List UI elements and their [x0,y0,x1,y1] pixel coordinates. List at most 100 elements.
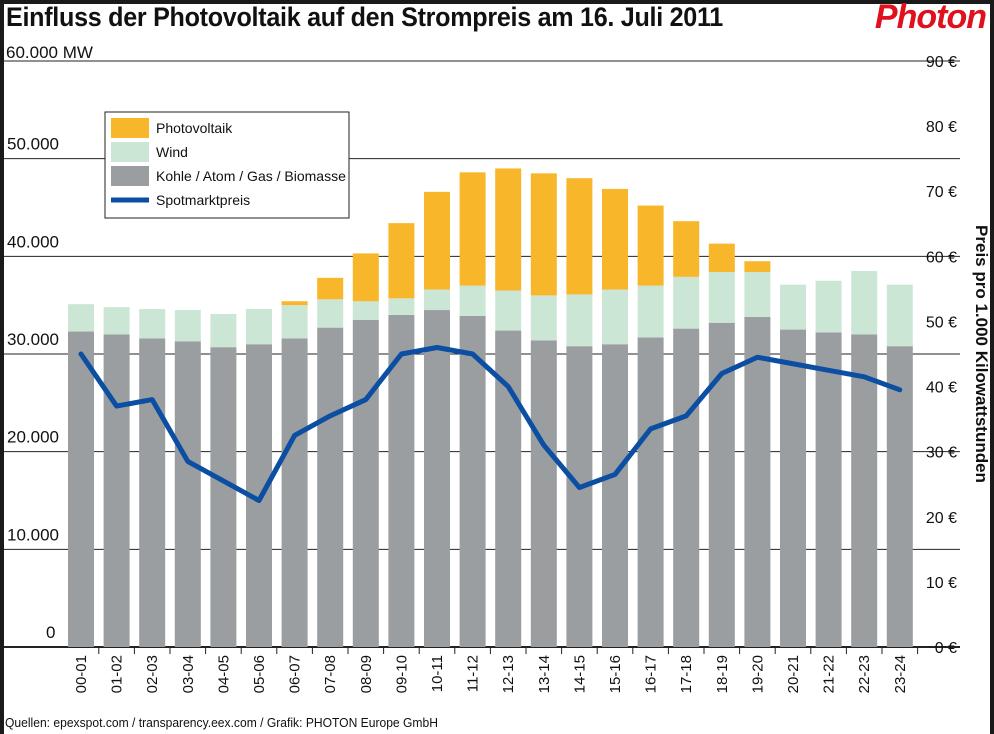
bar-wind [708,271,735,323]
bar-wind [851,270,878,335]
bar-wind [780,284,806,330]
legend-label: Photovoltaik [156,120,233,136]
bar-wind [886,284,913,347]
bar-wind [388,298,415,315]
bar-kohle [673,328,700,647]
x-tick-label: 06-07 [287,655,304,693]
right-tick-label: 20 € [926,510,957,527]
bar-photovoltaik [388,223,415,299]
bar-wind [744,271,771,317]
frame-right-border [990,0,994,734]
x-tick-label: 12-13 [500,655,517,693]
x-tick-label: 01-02 [109,655,126,693]
x-tick-label: 07-08 [322,655,339,693]
legend-label: Spotmarktpreis [156,192,250,208]
bar-kohle [566,346,593,647]
x-tick-label: 04-05 [215,655,232,693]
x-tick-label: 18-19 [714,655,731,693]
bar-kohle [744,316,771,647]
legend-label: Kohle / Atom / Gas / Biomasse [156,168,346,184]
right-tick-label: 70 € [926,184,957,201]
chart-title: Einfluss der Photovoltaik auf den Stromp… [6,2,723,32]
bar-kohle [530,340,557,647]
frame-top-border [0,0,994,4]
bar-photovoltaik [708,243,735,272]
x-tick-label: 00-01 [73,655,90,693]
bar-wind [530,295,557,341]
bar-kohle [68,331,94,647]
bar-wind [317,299,344,328]
bar-wind [815,280,842,333]
bar-photovoltaik [673,221,700,277]
x-tick-label: 14-15 [571,655,588,693]
bar-wind [246,309,272,345]
x-tick-label: 20-21 [785,655,802,693]
bar-kohle [637,337,664,647]
bar-wind [673,276,700,329]
bar-kohle [139,338,166,647]
bar-wind [281,305,308,339]
left-tick-label: 40.000 [7,232,59,251]
right-tick-label: 60 € [926,249,957,266]
photon-logo: Photon [874,0,987,36]
bar-photovoltaik [459,172,486,286]
source-note: Quellen: epexspot.com / transparency.eex… [5,715,438,730]
legend: Photovoltaik Wind Kohle / Atom / Gas / Bio… [104,111,350,219]
bar-kohle [459,315,486,647]
bar-kohle [602,344,628,647]
bar-wind [602,289,628,345]
bar-kohle [780,329,806,647]
bar-photovoltaik [317,277,344,300]
left-axis-unit-label: 60.000 MW [6,43,93,62]
bars [68,168,913,647]
frame-left-border [0,0,4,734]
bar-kohle [352,319,379,647]
x-tick-label: 03-04 [180,655,197,693]
bar-kohle [174,341,201,647]
bar-kohle [103,334,130,647]
right-tick-label: 50 € [926,314,957,331]
x-tick-label: 02-03 [144,655,161,693]
bar-kohle [388,314,415,647]
bar-wind [495,290,522,331]
bar-photovoltaik [744,261,771,272]
bar-kohle [317,327,344,647]
x-tick-label: 21-22 [821,655,838,693]
legend-label: Wind [156,144,188,160]
bar-kohle [210,347,237,647]
x-tick-label: 19-20 [749,655,766,693]
bar-wind [210,313,237,348]
x-tick-label: 17-18 [678,655,695,693]
right-tick-label: 40 € [926,380,957,397]
bar-wind [566,294,593,347]
bar-kohle [424,310,450,647]
x-tick-label: 15-16 [607,655,624,693]
bar-wind [139,309,166,339]
x-tick-label: 08-09 [358,655,375,693]
bar-photovoltaik [530,173,557,296]
bar-photovoltaik [495,168,522,291]
axes: 0 10.000 20.000 30.000 40.000 50.000 60.000 MW… [6,43,991,693]
x-tick-label: 05-06 [251,655,268,693]
right-tick-label: 0 € [935,640,957,657]
legend-swatch [111,166,149,186]
right-tick-label: 30 € [926,445,957,462]
bar-photovoltaik [602,188,628,290]
x-tick-label: 13-14 [536,655,553,693]
bar-kohle [886,346,913,647]
x-tick-label: 11-12 [465,655,482,692]
right-tick-label: 10 € [926,575,957,592]
bar-wind [103,307,130,335]
bar-wind [68,304,94,332]
bar-photovoltaik [566,178,593,295]
right-tick-label: 80 € [926,119,957,136]
legend-swatch [111,118,149,138]
right-axis-label: Preis pro 1.000 Kilowattstunden [972,225,991,483]
x-tick-label: 22-23 [856,655,873,693]
bar-wind [424,289,450,311]
bar-wind [174,310,201,342]
left-tick-label: 0 [46,623,55,642]
x-tick-label: 10-11 [429,655,446,692]
